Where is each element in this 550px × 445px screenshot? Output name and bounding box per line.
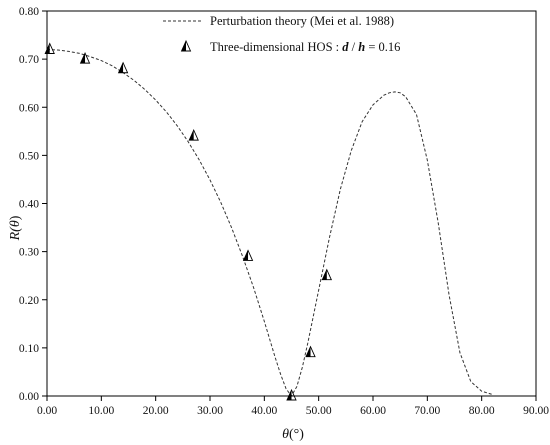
x-tick-label: 60.00	[360, 405, 386, 417]
hos-data-point	[286, 388, 297, 401]
y-axis-label-suffix: )	[8, 215, 23, 220]
y-tick-label: 0.20	[19, 295, 39, 307]
plot-frame	[46, 10, 537, 397]
marker-outline	[180, 39, 192, 52]
x-axis-label-symbol: θ	[282, 427, 289, 442]
hos-data-point	[305, 345, 316, 358]
y-axis-label-symbol: θ	[8, 220, 23, 227]
x-tick-label: 20.00	[143, 405, 169, 417]
x-tick-label: 10.00	[88, 405, 114, 417]
marker-outline	[305, 345, 316, 358]
x-tick-label: 50.00	[306, 405, 332, 417]
hos-data-point	[188, 129, 199, 141]
y-tick-label: 0.00	[19, 391, 39, 403]
marker-outline	[321, 268, 333, 281]
marker-outline	[242, 249, 254, 261]
ticks-layer: 0.00 10.00 20.00 30.00 40.00 50.00 60.00 70.00 8…	[19, 6, 549, 417]
x-tick-label: 80.00	[469, 405, 495, 417]
y-tick-label: 0.80	[19, 6, 39, 18]
hos-data-point	[79, 52, 91, 64]
y-axis-label-prefix: R(	[8, 226, 23, 242]
legend-label-hos: Three-dimensional HOS : d / h = 0.16	[210, 40, 400, 54]
y-tick-label: 0.30	[19, 247, 39, 259]
legend-hos-prefix: Three-dimensional HOS :	[210, 40, 342, 54]
marker-outline	[188, 129, 199, 141]
marker-outline	[79, 52, 91, 64]
x-axis-label-unit: (°)	[289, 427, 304, 442]
x-tick-label: 90.00	[523, 405, 549, 417]
marker-outline	[286, 388, 297, 401]
legend-hos-d: d	[342, 40, 349, 54]
y-axis-label: R(θ)	[8, 215, 23, 241]
x-tick-label: 70.00	[414, 405, 440, 417]
y-tick-label: 0.10	[19, 343, 39, 355]
hos-data-point	[117, 61, 129, 74]
x-tick-label: 30.00	[197, 405, 223, 417]
legend-hos-h: h	[358, 40, 365, 54]
legend-triangle-icon	[180, 39, 192, 52]
x-tick-label: 0.00	[37, 405, 57, 417]
series-layer	[44, 42, 493, 401]
marker-outline	[117, 61, 129, 74]
legend-triangle-marker	[180, 39, 192, 52]
legend-label-perturbation: Perturbation theory (Mei et al. 1988)	[210, 14, 394, 28]
hos-data-point	[321, 268, 333, 281]
x-tick-label: 40.00	[251, 405, 277, 417]
perturbation-theory-curve	[46, 49, 493, 397]
y-tick-label: 0.50	[19, 150, 39, 162]
y-tick-label: 0.70	[19, 54, 39, 66]
legend-hos-sep: /	[349, 40, 359, 54]
y-tick-label: 0.60	[19, 102, 39, 114]
legend: Perturbation theory (Mei et al. 1988) Th…	[163, 14, 400, 54]
y-tick-label: 0.40	[19, 199, 39, 211]
legend-hos-value: = 0.16	[365, 40, 400, 54]
x-axis-label: θ(°)	[282, 427, 304, 442]
hos-data-point	[242, 249, 254, 261]
